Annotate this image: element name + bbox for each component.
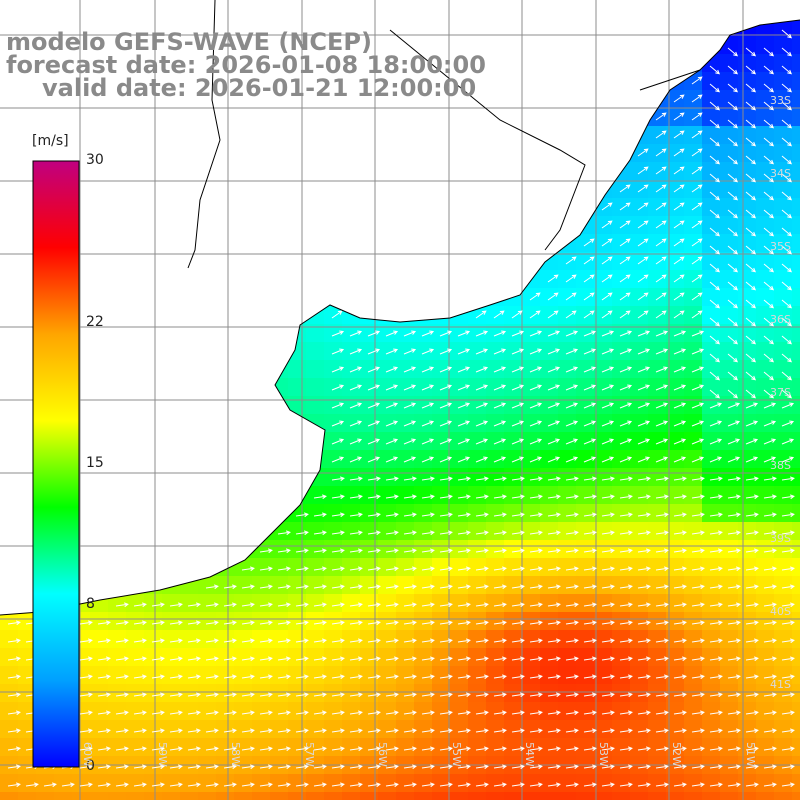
latitude-label: 38S: [770, 459, 791, 472]
legend-tick-label: 0: [86, 758, 95, 774]
longitude-label: 51W: [744, 742, 757, 767]
legend-tick-label: 30: [86, 152, 104, 168]
latitude-label: 41S: [770, 678, 791, 691]
latitude-label: 40S: [770, 605, 791, 618]
coastline: [0, 0, 800, 616]
legend-tick-label: 15: [86, 455, 104, 471]
latitude-label: 33S: [770, 94, 791, 107]
longitude-label: 57W: [303, 742, 316, 767]
longitude-label: 56W: [376, 742, 389, 767]
latitude-label: 34S: [770, 167, 791, 180]
land-mask: [0, 0, 800, 615]
legend-tick-label: 22: [86, 313, 104, 330]
forecast-date: forecast date: 2026-01-08 18:00:00: [6, 51, 486, 79]
wind-arrows: [7, 29, 795, 788]
longitude-label: 54W: [523, 742, 536, 767]
legend-tick-label: 8: [86, 596, 95, 613]
legend-colorbar: [32, 160, 80, 768]
latitude-label: 39S: [770, 532, 791, 545]
longitude-label: 60W: [81, 742, 94, 767]
longitude-label: 55W: [450, 742, 463, 767]
longitude-label: 53W: [597, 742, 610, 767]
longitude-label: 58W: [229, 742, 242, 767]
model-title: modelo GEFS-WAVE (NCEP): [6, 28, 372, 56]
latitude-label: 37S: [770, 386, 791, 399]
latitude-label: 36S: [770, 313, 791, 326]
color-legend: [32, 160, 80, 768]
latitude-label: 35S: [770, 240, 791, 253]
valid-date: valid date: 2026-01-21 12:00:00: [42, 74, 477, 102]
longitude-label: 52W: [670, 742, 683, 767]
longitude-label: 59W: [156, 742, 169, 767]
legend-unit: [m/s]: [32, 133, 69, 149]
